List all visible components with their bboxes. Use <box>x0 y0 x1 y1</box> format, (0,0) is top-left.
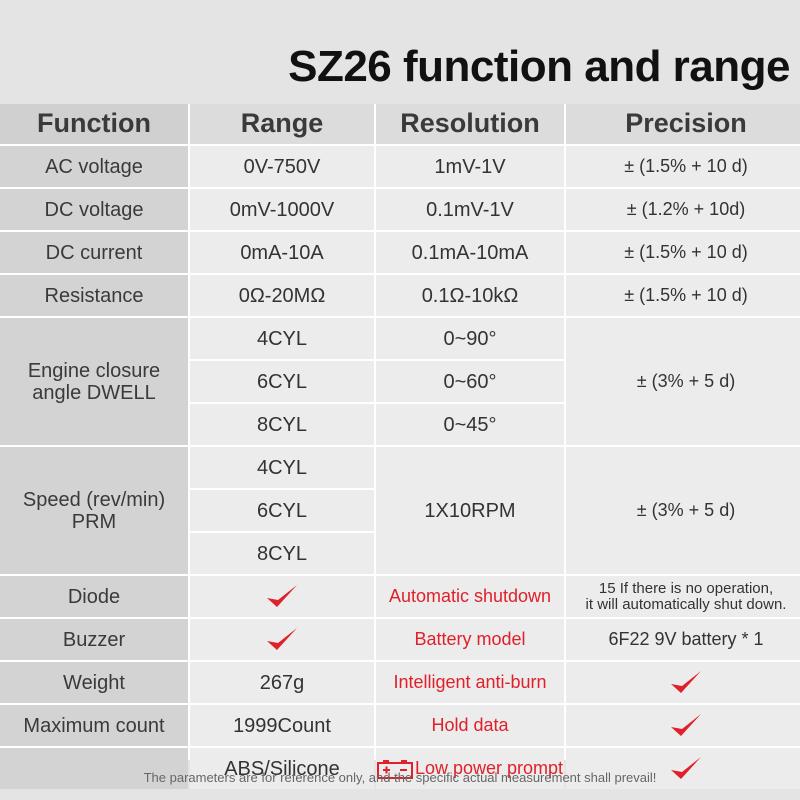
check-icon <box>671 670 701 693</box>
function-dc-voltage: DC voltage <box>0 189 188 230</box>
range-diode <box>190 576 374 617</box>
battery-icon <box>376 759 413 779</box>
function-material <box>0 748 188 789</box>
range-dwell-8cyl: 8CYL <box>190 404 374 445</box>
header-precision: Precision <box>566 104 800 144</box>
feature-low-power: Low power prompt <box>376 748 564 789</box>
check-icon <box>267 584 297 607</box>
page-title: SZ26 function and range <box>288 42 790 91</box>
check-icon <box>267 627 297 650</box>
check-icon <box>671 713 701 736</box>
auto-shutdown-line1: 15 If there is no operation, <box>598 579 774 597</box>
range-buzzer <box>190 619 374 660</box>
header-resolution: Resolution <box>376 104 564 144</box>
feature-value-low-power <box>566 748 800 789</box>
range-resistance: 0Ω-20MΩ <box>190 275 374 316</box>
function-speed: Speed (rev/min) PRM <box>0 447 188 574</box>
range-material: ABS/Silicone <box>190 748 374 789</box>
function-dwell: Engine closure angle DWELL <box>0 318 188 445</box>
feature-low-power-label: Low power prompt <box>414 757 564 778</box>
feature-automatic-shutdown: Automatic shutdown <box>376 576 564 617</box>
function-speed-line2: PRM <box>71 510 117 533</box>
precision-dc-voltage: ± (1.2% + 10d) <box>566 189 800 230</box>
range-weight: 267g <box>190 662 374 703</box>
range-speed-8cyl: 8CYL <box>190 533 374 574</box>
function-dwell-line2: angle DWELL <box>32 381 156 404</box>
feature-value-hold-data <box>566 705 800 746</box>
function-dwell-line1: Engine closure <box>27 359 161 382</box>
range-max-count: 1999Count <box>190 705 374 746</box>
feature-battery-model: Battery model <box>376 619 564 660</box>
feature-anti-burn: Intelligent anti-burn <box>376 662 564 703</box>
resolution-dwell-6cyl: 0~60° <box>376 361 564 402</box>
footer-disclaimer: The parameters are for reference only, a… <box>143 770 657 785</box>
precision-ac-voltage: ± (1.5% + 10 d) <box>566 146 800 187</box>
range-dc-current: 0mA-10A <box>190 232 374 273</box>
range-dwell-6cyl: 6CYL <box>190 361 374 402</box>
header-function: Function <box>0 104 188 144</box>
precision-resistance: ± (1.5% + 10 d) <box>566 275 800 316</box>
feature-value-anti-burn <box>566 662 800 703</box>
function-resistance: Resistance <box>0 275 188 316</box>
feature-value-battery-model: 6F22 9V battery * 1 <box>566 619 800 660</box>
function-weight: Weight <box>0 662 188 703</box>
range-speed-4cyl: 4CYL <box>190 447 374 488</box>
spec-table: Function Range Resolution Precision AC v… <box>0 104 800 789</box>
range-dc-voltage: 0mV-1000V <box>190 189 374 230</box>
function-dc-current: DC current <box>0 232 188 273</box>
resolution-speed: 1X10RPM <box>376 447 564 574</box>
auto-shutdown-line2: it will automatically shut down. <box>585 595 787 613</box>
range-ac-voltage: 0V-750V <box>190 146 374 187</box>
resolution-dc-voltage: 0.1mV-1V <box>376 189 564 230</box>
function-max-count: Maximum count <box>0 705 188 746</box>
resolution-ac-voltage: 1mV-1V <box>376 146 564 187</box>
range-speed-6cyl: 6CYL <box>190 490 374 531</box>
resolution-resistance: 0.1Ω-10kΩ <box>376 275 564 316</box>
precision-dc-current: ± (1.5% + 10 d) <box>566 232 800 273</box>
resolution-dc-current: 0.1mA-10mA <box>376 232 564 273</box>
header-range: Range <box>190 104 374 144</box>
function-ac-voltage: AC voltage <box>0 146 188 187</box>
precision-dwell: ± (3% + 5 d) <box>566 318 800 445</box>
function-buzzer: Buzzer <box>0 619 188 660</box>
precision-speed: ± (3% + 5 d) <box>566 447 800 574</box>
function-speed-line1: Speed (rev/min) <box>22 488 166 511</box>
range-dwell-4cyl: 4CYL <box>190 318 374 359</box>
check-icon <box>671 756 701 779</box>
function-diode: Diode <box>0 576 188 617</box>
resolution-dwell-8cyl: 0~45° <box>376 404 564 445</box>
resolution-dwell-4cyl: 0~90° <box>376 318 564 359</box>
feature-value-automatic-shutdown: 15 If there is no operation, it will aut… <box>566 576 800 617</box>
feature-hold-data: Hold data <box>376 705 564 746</box>
